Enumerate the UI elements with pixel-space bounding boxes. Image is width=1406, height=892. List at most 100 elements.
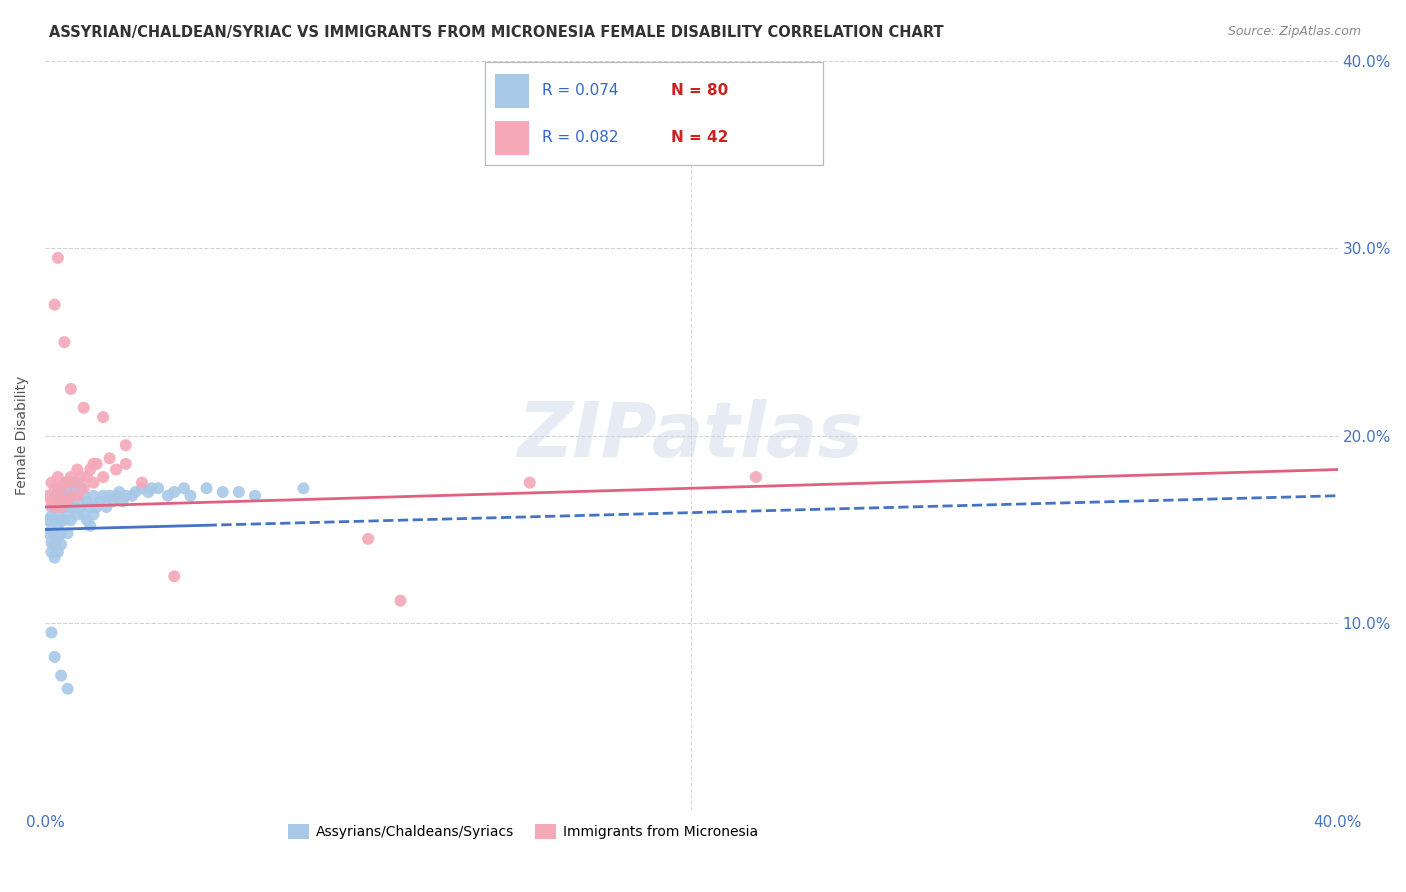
Point [745,470,768,484]
Point [66,462,89,476]
Point [37,526,59,541]
Point [49,526,72,541]
Point [53,475,76,490]
Point [46,481,69,495]
Point [37,513,59,527]
Point [91,470,114,484]
Point [44,500,66,514]
Point [86,457,108,471]
Point [59,475,82,490]
Text: ASSYRIAN/CHALDEAN/SYRIAC VS IMMIGRANTS FROM MICRONESIA FEMALE DISABILITY CORRELA: ASSYRIAN/CHALDEAN/SYRIAC VS IMMIGRANTS F… [49,25,943,40]
Point [53,513,76,527]
Point [49,500,72,514]
Point [73,508,96,522]
Text: N = 80: N = 80 [671,83,728,98]
Point [66,508,89,522]
Point [173,481,195,495]
Point [91,410,114,425]
Point [519,475,541,490]
Point [44,537,66,551]
Point [46,518,69,533]
Point [49,489,72,503]
Legend: Assyrians/Chaldeans/Syriacs, Immigrants from Micronesia: Assyrians/Chaldeans/Syriacs, Immigrants … [283,819,763,845]
Point [41,509,63,524]
FancyBboxPatch shape [495,121,529,155]
Point [41,535,63,549]
Point [292,481,315,495]
Point [124,485,146,500]
Point [141,481,163,495]
Point [146,481,169,495]
Text: N = 42: N = 42 [671,130,728,145]
Point [211,485,233,500]
Point [56,681,79,696]
Text: ZIPatlas: ZIPatlas [519,399,865,473]
Point [82,475,104,490]
Point [59,513,82,527]
Point [163,569,186,583]
Point [76,494,98,508]
Point [79,518,101,533]
Point [56,526,79,541]
Point [105,462,128,476]
Point [89,494,111,508]
Point [82,489,104,503]
Point [53,475,76,490]
Point [59,382,82,396]
Point [41,494,63,508]
Point [111,494,134,508]
Point [44,550,66,565]
Point [56,475,79,490]
Point [53,494,76,508]
Point [63,500,86,514]
Point [44,526,66,541]
Point [46,508,69,522]
Point [228,485,250,500]
Point [114,489,136,503]
Point [41,545,63,559]
Point [56,494,79,508]
Point [131,481,153,495]
Point [59,470,82,484]
Point [46,532,69,546]
Point [44,500,66,514]
Point [59,500,82,514]
Point [46,489,69,503]
Point [98,451,121,466]
Point [76,513,98,527]
Point [156,489,179,503]
Point [69,481,91,495]
Point [73,489,96,503]
Point [53,489,76,503]
Point [121,489,143,503]
Point [44,481,66,495]
Point [44,489,66,503]
Point [59,489,82,503]
Point [49,513,72,527]
Point [389,593,412,607]
Point [131,475,153,490]
Text: Source: ZipAtlas.com: Source: ZipAtlas.com [1227,25,1361,38]
Point [163,485,186,500]
FancyBboxPatch shape [495,74,529,108]
Y-axis label: Female Disability: Female Disability [15,376,30,495]
Point [46,545,69,559]
Point [243,489,266,503]
Point [82,457,104,471]
Point [73,401,96,415]
Point [37,489,59,503]
Point [105,489,128,503]
Point [49,668,72,682]
Point [86,500,108,514]
Point [69,470,91,484]
Point [98,489,121,503]
Point [79,462,101,476]
Point [53,500,76,514]
Point [114,438,136,452]
Point [56,481,79,495]
Point [49,500,72,514]
Point [66,489,89,503]
Point [82,508,104,522]
Point [73,481,96,495]
Point [44,298,66,312]
